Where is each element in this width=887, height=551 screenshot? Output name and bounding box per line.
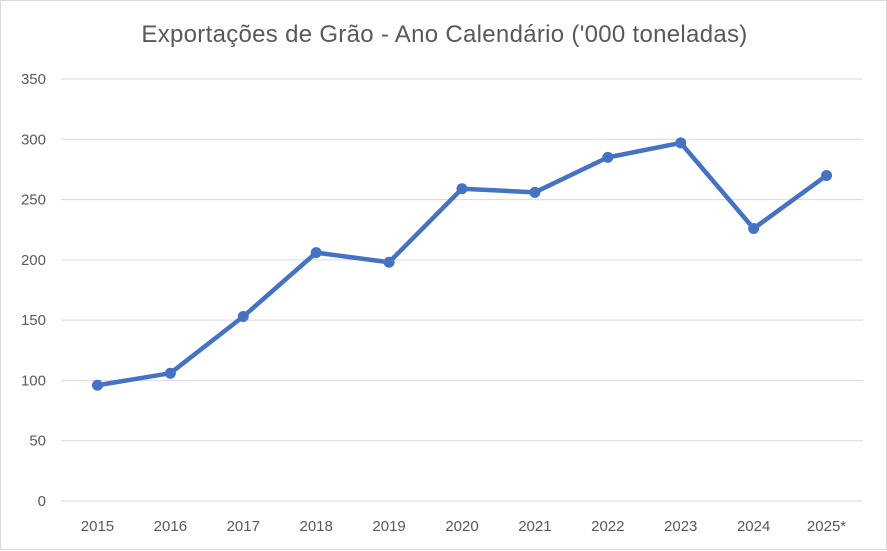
x-tick-label: 2021: [518, 518, 551, 535]
data-point-2015: [91, 379, 103, 391]
x-tick-label: 2020: [445, 518, 478, 535]
y-tick-label: 200: [21, 252, 46, 269]
data-point-2019: [383, 256, 395, 268]
y-tick-label: 0: [38, 493, 46, 510]
y-tick-label: 300: [21, 131, 46, 148]
y-tick-label: 350: [21, 71, 46, 88]
y-tick-label: 250: [21, 192, 46, 209]
y-tick-label: 150: [21, 312, 46, 329]
data-point-2020: [456, 183, 468, 195]
data-point-2021: [529, 186, 541, 198]
data-point-2025*: [821, 169, 833, 181]
x-tick-label: 2017: [227, 518, 260, 535]
y-tick-label: 100: [21, 372, 46, 389]
x-tick-label: 2016: [154, 518, 187, 535]
data-point-2018: [310, 247, 322, 259]
x-tick-label: 2015: [81, 518, 114, 535]
data-point-2017: [237, 311, 249, 323]
y-tick-label: 50: [29, 433, 46, 450]
series-line: [95, 140, 829, 388]
data-point-2024: [748, 223, 760, 235]
chart-title: Exportações de Grão - Ano Calendário ('0…: [141, 21, 748, 48]
x-tick-label: 2024: [737, 518, 770, 535]
x-tick-label: 2018: [299, 518, 332, 535]
data-point-2016: [164, 367, 176, 379]
data-point-2023: [675, 137, 687, 149]
x-tick-label: 2019: [372, 518, 405, 535]
data-point-2022: [602, 151, 614, 163]
x-tick-label: 2022: [591, 518, 624, 535]
x-tick-label: 2023: [664, 518, 697, 535]
x-tick-label: 2025*: [807, 518, 846, 535]
